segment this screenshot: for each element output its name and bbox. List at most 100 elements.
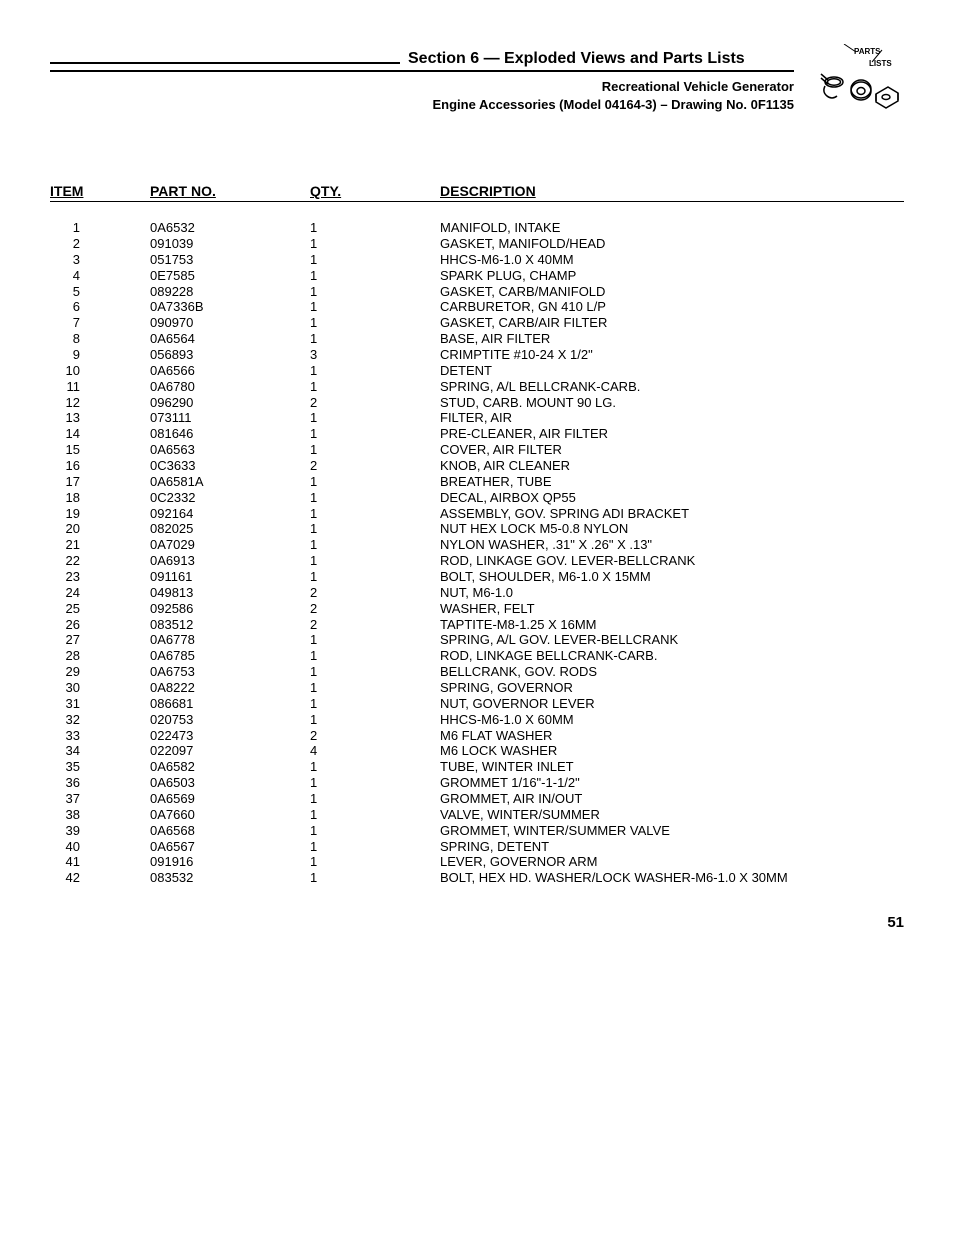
cell-partno: 090970 xyxy=(150,315,310,331)
cell-partno: 0A6569 xyxy=(150,791,310,807)
table-row: 140816461PRE-CLEANER, AIR FILTER xyxy=(50,426,904,442)
cell-description: VALVE, WINTER/SUMMER xyxy=(440,807,904,823)
cell-description: NUT, GOVERNOR LEVER xyxy=(440,696,904,712)
table-row: 160C36332KNOB, AIR CLEANER xyxy=(50,458,904,474)
cell-qty: 1 xyxy=(310,426,440,442)
cell-item: 38 xyxy=(50,807,150,823)
cell-partno: 022473 xyxy=(150,728,310,744)
cell-item: 36 xyxy=(50,775,150,791)
cell-item: 2 xyxy=(50,236,150,252)
cell-qty: 1 xyxy=(310,521,440,537)
cell-qty: 1 xyxy=(310,807,440,823)
cell-item: 28 xyxy=(50,648,150,664)
cell-item: 33 xyxy=(50,728,150,744)
rule-under-title xyxy=(50,70,794,72)
cell-partno: 096290 xyxy=(150,395,310,411)
cell-description: SPRING, A/L GOV. LEVER-BELLCRANK xyxy=(440,632,904,648)
cell-qty: 4 xyxy=(310,743,440,759)
cell-partno: 0A6566 xyxy=(150,363,310,379)
subtitle-line-1: Recreational Vehicle Generator xyxy=(50,78,794,96)
table-row: 270A67781SPRING, A/L GOV. LEVER-BELLCRAN… xyxy=(50,632,904,648)
table-row: 40E75851SPARK PLUG, CHAMP xyxy=(50,268,904,284)
cell-item: 29 xyxy=(50,664,150,680)
cell-partno: 0A6780 xyxy=(150,379,310,395)
cell-partno: 0A7660 xyxy=(150,807,310,823)
parts-lists-logo: PARTS LISTS xyxy=(814,44,904,114)
cell-item: 3 xyxy=(50,252,150,268)
table-row: 10A65321MANIFOLD, INTAKE xyxy=(50,220,904,236)
table-row: 360A65031GROMMET 1/16"-1-1/2" xyxy=(50,775,904,791)
cell-item: 35 xyxy=(50,759,150,775)
cell-qty: 1 xyxy=(310,759,440,775)
cell-qty: 1 xyxy=(310,379,440,395)
table-row: 420835321BOLT, HEX HD. WASHER/LOCK WASHE… xyxy=(50,870,904,886)
cell-qty: 1 xyxy=(310,410,440,426)
cell-item: 30 xyxy=(50,680,150,696)
cell-description: ROD, LINKAGE GOV. LEVER-BELLCRANK xyxy=(440,553,904,569)
cell-partno: 0A6753 xyxy=(150,664,310,680)
table-row: 380A76601VALVE, WINTER/SUMMER xyxy=(50,807,904,823)
cell-partno: 0A7029 xyxy=(150,537,310,553)
cell-description: TAPTITE-M8-1.25 X 16MM xyxy=(440,617,904,633)
rule-left xyxy=(50,62,400,64)
table-row: 50892281GASKET, CARB/MANIFOLD xyxy=(50,284,904,300)
table-row: 280A67851ROD, LINKAGE BELLCRANK-CARB. xyxy=(50,648,904,664)
col-header-item: ITEM xyxy=(50,183,150,199)
table-row: 400A65671SPRING, DETENT xyxy=(50,839,904,855)
cell-description: NUT HEX LOCK M5-0.8 NYLON xyxy=(440,521,904,537)
table-row: 180C23321DECAL, AIRBOX QP55 xyxy=(50,490,904,506)
col-header-partno: PART NO. xyxy=(150,183,310,199)
cell-partno: 0A6778 xyxy=(150,632,310,648)
cell-item: 42 xyxy=(50,870,150,886)
cell-description: STUD, CARB. MOUNT 90 LG. xyxy=(440,395,904,411)
cell-item: 18 xyxy=(50,490,150,506)
cell-description: ROD, LINKAGE BELLCRANK-CARB. xyxy=(440,648,904,664)
cell-partno: 0A6564 xyxy=(150,331,310,347)
table-row: 190921641ASSEMBLY, GOV. SPRING ADI BRACK… xyxy=(50,506,904,522)
cell-item: 23 xyxy=(50,569,150,585)
cell-partno: 083512 xyxy=(150,617,310,633)
cell-qty: 2 xyxy=(310,395,440,411)
cell-qty: 1 xyxy=(310,664,440,680)
table-row: 170A6581A1BREATHER, TUBE xyxy=(50,474,904,490)
table-row: 210A70291NYLON WASHER, .31" X .26" X .13… xyxy=(50,537,904,553)
cell-item: 21 xyxy=(50,537,150,553)
cell-description: GROMMET 1/16"-1-1/2" xyxy=(440,775,904,791)
cell-description: FILTER, AIR xyxy=(440,410,904,426)
cell-qty: 2 xyxy=(310,585,440,601)
cell-qty: 2 xyxy=(310,601,440,617)
cell-qty: 2 xyxy=(310,458,440,474)
table-row: 390A65681GROMMET, WINTER/SUMMER VALVE xyxy=(50,823,904,839)
cell-item: 14 xyxy=(50,426,150,442)
table-row: 240498132NUT, M6-1.0 xyxy=(50,585,904,601)
cell-item: 17 xyxy=(50,474,150,490)
cell-partno: 0A6532 xyxy=(150,220,310,236)
cell-qty: 1 xyxy=(310,791,440,807)
table-row: 30517531HHCS-M6-1.0 X 40MM xyxy=(50,252,904,268)
cell-description: GROMMET, AIR IN/OUT xyxy=(440,791,904,807)
table-row: 90568933CRIMPTITE #10-24 X 1/2" xyxy=(50,347,904,363)
cell-qty: 1 xyxy=(310,490,440,506)
cell-qty: 1 xyxy=(310,537,440,553)
cell-qty: 1 xyxy=(310,775,440,791)
cell-item: 7 xyxy=(50,315,150,331)
cell-item: 19 xyxy=(50,506,150,522)
page-number: 51 xyxy=(887,914,904,931)
cell-qty: 1 xyxy=(310,870,440,886)
table-row: 120962902STUD, CARB. MOUNT 90 LG. xyxy=(50,395,904,411)
table-row: 320207531HHCS-M6-1.0 X 60MM xyxy=(50,712,904,728)
cell-item: 27 xyxy=(50,632,150,648)
cell-partno: 0C3633 xyxy=(150,458,310,474)
cell-partno: 0A6913 xyxy=(150,553,310,569)
cell-partno: 049813 xyxy=(150,585,310,601)
cell-partno: 056893 xyxy=(150,347,310,363)
cell-partno: 073111 xyxy=(150,410,310,426)
cell-qty: 1 xyxy=(310,569,440,585)
cell-qty: 1 xyxy=(310,442,440,458)
col-header-description: DESCRIPTION xyxy=(440,183,904,199)
cell-item: 11 xyxy=(50,379,150,395)
cell-qty: 2 xyxy=(310,617,440,633)
table-row: 370A65691GROMMET, AIR IN/OUT xyxy=(50,791,904,807)
cell-description: NUT, M6-1.0 xyxy=(440,585,904,601)
cell-partno: 0E7585 xyxy=(150,268,310,284)
